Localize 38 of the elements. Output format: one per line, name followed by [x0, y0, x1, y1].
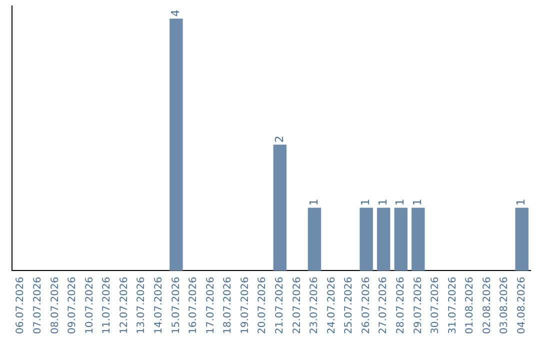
x-tick-label: 17.07.2026	[205, 276, 216, 334]
x-tick-label: 02.08.2026	[482, 276, 493, 334]
x-tick-label: 19.07.2026	[240, 276, 251, 334]
x-tick-label: 25.07.2026	[344, 276, 355, 334]
x-tick-label: 08.07.2026	[50, 276, 61, 334]
data-label: 1	[394, 198, 407, 206]
x-tick-label: 30.07.2026	[430, 276, 442, 334]
x-tick-label: 20.07.2026	[257, 276, 268, 334]
x-tick-label: 26.07.2026	[360, 276, 372, 334]
data-label: 1	[359, 198, 372, 206]
x-tick-label: 06.07.2026	[15, 276, 26, 334]
x-tick-label: 31.07.2026	[447, 276, 458, 334]
x-tick-label: 13.07.2026	[136, 276, 148, 334]
x-tick-label: 29.07.2026	[412, 276, 424, 334]
x-tick-label: 11.07.2026	[102, 276, 113, 334]
x-tick-label: 04.08.2026	[516, 276, 528, 334]
x-tick-label: 27.07.2026	[378, 276, 390, 334]
data-label: 1	[376, 198, 390, 206]
x-tick-label: 23.07.2026	[309, 276, 320, 334]
data-label: 1	[514, 198, 528, 206]
x-tick-label: 22.07.2026	[292, 276, 303, 334]
x-tick-label: 01.08.2026	[464, 276, 476, 334]
x-tick-label: 16.07.2026	[188, 276, 200, 334]
data-label: 1	[411, 198, 424, 206]
x-tick-label: 18.07.2026	[222, 276, 234, 334]
x-tick-label: 28.07.2026	[395, 276, 406, 334]
data-label: 2	[272, 136, 286, 143]
x-tick-label: 03.08.2026	[499, 276, 510, 334]
x-tick-label: 12.07.2026	[118, 276, 130, 334]
x-tick-label: 09.07.2026	[67, 276, 78, 334]
x-tick-label: 15.07.2026	[170, 276, 182, 334]
data-label: 1	[307, 198, 320, 206]
x-tick-label: 21.07.2026	[274, 276, 286, 334]
x-tick-label: 07.07.2026	[32, 276, 44, 334]
x-tick-label: 24.07.2026	[326, 276, 338, 334]
data-label: 4	[169, 10, 182, 17]
x-tick-label: 14.07.2026	[154, 276, 165, 334]
x-tick-label: 10.07.2026	[84, 276, 96, 334]
